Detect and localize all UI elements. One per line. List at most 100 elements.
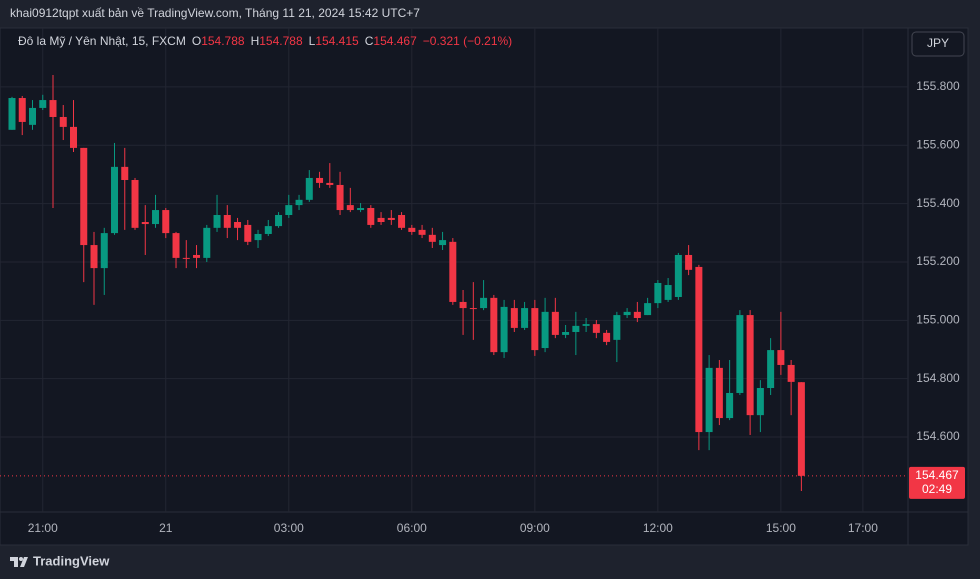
x-tick-label: 21:00 <box>28 521 58 535</box>
candle-body <box>305 177 313 200</box>
candle-body <box>285 205 293 216</box>
candle-body <box>418 229 426 235</box>
ohlc-letter: O <box>192 34 201 48</box>
brand-logo <box>10 557 28 567</box>
candle-body <box>162 210 170 234</box>
high-value: 154.788 <box>259 34 303 48</box>
ohlc-letter: H <box>251 34 260 48</box>
candle-body <box>480 297 488 309</box>
candle-body <box>603 332 611 342</box>
candle-body <box>398 215 406 228</box>
candle-body <box>469 308 477 310</box>
candle-body <box>685 254 693 270</box>
candle-body <box>644 303 652 316</box>
candle-body <box>510 308 518 328</box>
logo-dot <box>19 557 23 561</box>
logo-icon <box>10 557 28 567</box>
candle-body <box>80 147 88 246</box>
y-tick-label: 155.000 <box>916 312 960 326</box>
ohlc-letter: L <box>309 34 316 48</box>
candle-body <box>572 325 580 332</box>
candle-body <box>377 217 385 223</box>
candle-body <box>664 285 672 300</box>
candle-body <box>705 367 713 433</box>
candle-body <box>193 254 201 258</box>
candle-body <box>613 315 621 340</box>
candle-body <box>592 324 600 333</box>
candle-body <box>490 297 498 353</box>
candle-body <box>408 227 416 232</box>
candle-body <box>756 388 764 416</box>
change-label: −0.321 (−0.21%) <box>423 34 512 48</box>
candle-body <box>357 208 365 211</box>
y-tick-label: 154.600 <box>916 429 960 443</box>
low-value: 154.415 <box>315 34 359 48</box>
candle-body <box>70 126 78 148</box>
candle-body <box>244 224 252 242</box>
candle-body <box>234 222 242 228</box>
candle-body <box>654 282 662 304</box>
candle-body <box>500 306 508 353</box>
candle-body <box>316 177 324 183</box>
candle-body <box>39 100 47 108</box>
candle-body <box>787 364 795 382</box>
y-tick-label: 155.200 <box>916 254 960 268</box>
candle-body <box>623 311 631 316</box>
x-tick-label: 17:00 <box>848 521 878 535</box>
ohlc-letter: C <box>365 34 374 48</box>
candle-body <box>8 98 16 130</box>
candle-body <box>777 350 785 365</box>
candle-body <box>223 215 231 228</box>
candle-body <box>726 392 734 419</box>
candle-body <box>254 233 262 241</box>
candle-body <box>152 210 160 225</box>
x-tick-label: 12:00 <box>643 521 673 535</box>
countdown-label: 02:49 <box>922 482 952 496</box>
currency-label[interactable]: JPY <box>927 36 949 50</box>
candle-body <box>428 234 436 242</box>
x-tick-label: 09:00 <box>520 521 550 535</box>
x-tick-label: 03:00 <box>274 521 304 535</box>
candle-body <box>131 179 139 228</box>
y-tick-label: 155.600 <box>916 137 960 151</box>
candle-body <box>582 324 590 326</box>
close-value: 154.467 <box>373 34 417 48</box>
candle-body <box>90 245 98 269</box>
candle-body <box>695 266 703 433</box>
candle-body <box>18 98 26 122</box>
candle-body <box>59 116 67 127</box>
candle-body <box>213 215 221 228</box>
candle-body <box>387 217 395 220</box>
candle-body <box>172 233 180 258</box>
byline: khai0912tqpt xuất bản về TradingView.com… <box>10 6 420 20</box>
candle-body <box>295 199 303 206</box>
currency-button[interactable] <box>911 31 965 57</box>
candle-body <box>49 100 57 117</box>
candle-body <box>141 222 149 225</box>
open-value: 154.788 <box>201 34 245 48</box>
candle-body <box>715 367 723 419</box>
y-tick-label: 155.800 <box>916 79 960 93</box>
candle-body <box>449 241 457 302</box>
candle-body <box>674 254 682 297</box>
candle-body <box>562 331 570 335</box>
candle-body <box>275 215 283 227</box>
x-tick-label: 06:00 <box>397 521 427 535</box>
candle-body <box>797 382 805 476</box>
last-price-label: 154.467 <box>915 468 959 482</box>
candle-body <box>459 301 467 309</box>
y-tick-label: 155.400 <box>916 196 960 210</box>
candle-body <box>326 182 334 185</box>
candle-body <box>541 311 549 349</box>
axes: 154.600 154.800 155.000 155.200 155.400 155.6… <box>28 79 965 535</box>
candle-body <box>336 184 344 211</box>
candle-body <box>182 257 190 259</box>
candle-body <box>100 233 108 269</box>
candle-body <box>736 315 744 393</box>
candle-body <box>346 205 354 211</box>
candle-body <box>203 227 211 258</box>
x-tick-label: 15:00 <box>766 521 796 535</box>
x-tick-label: 21 <box>159 521 173 535</box>
candles <box>0 74 908 491</box>
